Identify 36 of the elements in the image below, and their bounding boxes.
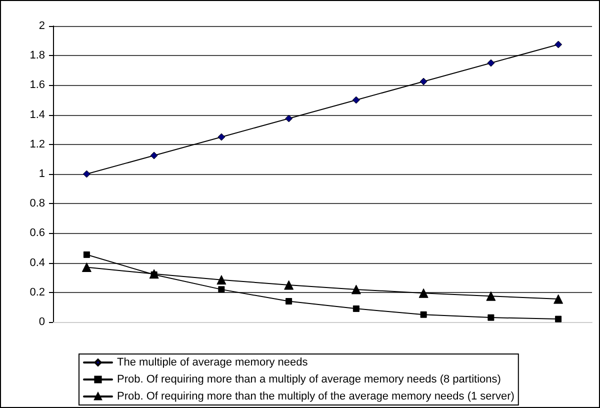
y-tick-label: 1	[38, 168, 45, 180]
point	[218, 286, 225, 293]
point	[285, 114, 293, 122]
y-tick-label: 0.6	[30, 227, 45, 240]
point	[284, 280, 294, 290]
y-tick-label: 0.8	[30, 198, 45, 210]
point	[487, 59, 495, 67]
point	[83, 251, 90, 258]
y-tick-label: 0.2	[30, 286, 45, 298]
point	[351, 284, 361, 294]
y-tick-label: 2	[38, 20, 45, 32]
y-tick-label: 1.8	[30, 50, 45, 62]
legend-label: Prob. Of requiring more than the multiply of the average memory needs (1 server)	[117, 390, 514, 402]
y-tick-label: 1.4	[30, 108, 45, 121]
legend-label: Prob. Of requiring more than a multiply of average memory needs (8 partitions)	[117, 374, 501, 386]
point	[554, 294, 564, 304]
y-tick-label: 1.2	[30, 138, 45, 150]
legend-label: The multiple of average memory needs	[117, 356, 308, 368]
y-tick-label: 0.4	[30, 256, 45, 269]
point	[82, 170, 90, 178]
point	[218, 133, 226, 141]
y-tick-label: 0	[38, 316, 45, 328]
point	[150, 152, 158, 160]
point	[420, 311, 427, 318]
point	[352, 96, 360, 104]
point	[420, 78, 428, 86]
point	[554, 40, 562, 48]
point	[418, 288, 428, 298]
point	[555, 316, 562, 322]
y-tick-label: 1.6	[30, 79, 45, 92]
point	[486, 291, 496, 301]
point	[286, 298, 292, 305]
point	[352, 305, 360, 312]
point	[82, 262, 92, 272]
point	[216, 275, 226, 285]
point	[488, 314, 494, 321]
